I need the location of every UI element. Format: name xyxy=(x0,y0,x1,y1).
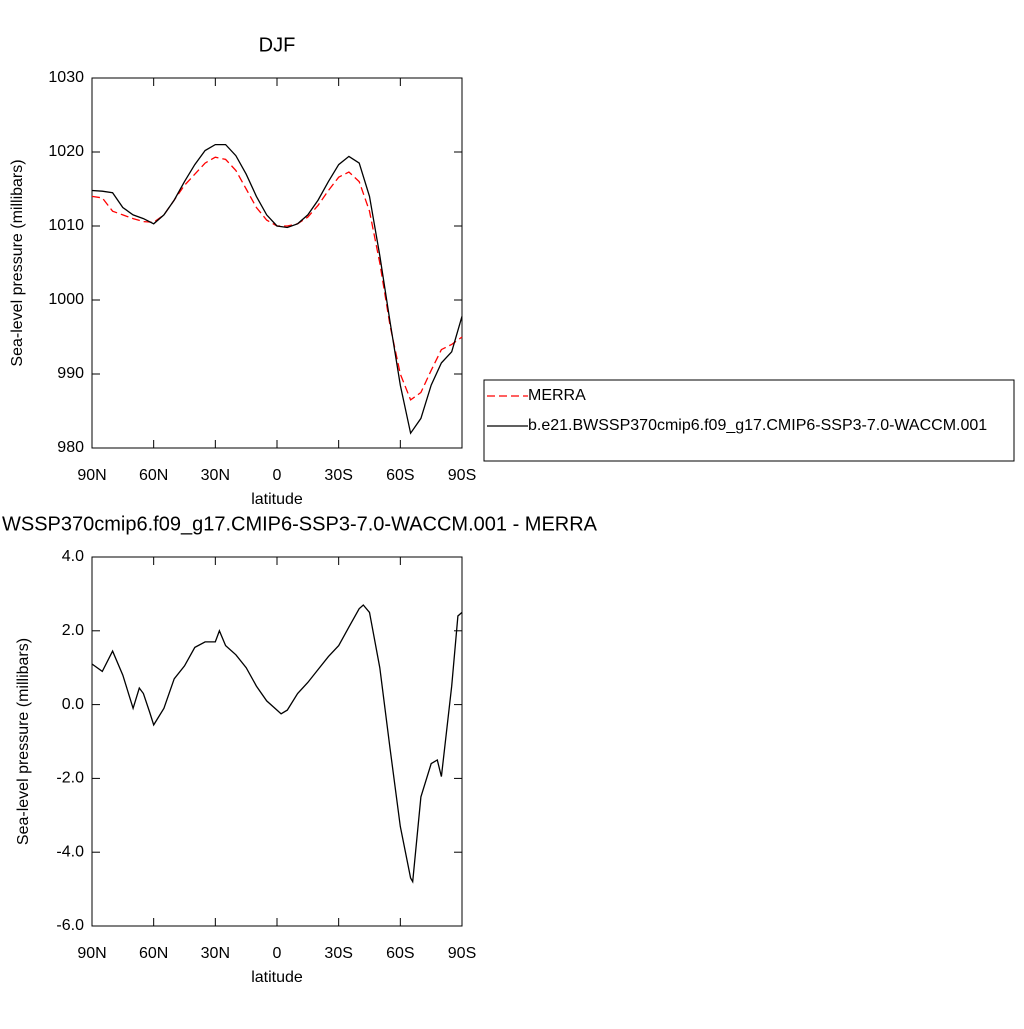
x-tick-label: 0 xyxy=(273,945,282,962)
x-axis-label: latitude xyxy=(251,969,303,986)
y-axis-label: Sea-level pressure (millibars) xyxy=(9,159,26,366)
chart-title: DJF xyxy=(259,34,296,56)
legend-label: MERRA xyxy=(528,387,586,404)
data-line xyxy=(91,604,463,884)
x-tick-label: 90N xyxy=(77,467,106,484)
y-tick-label: 1000 xyxy=(48,291,84,308)
y-tick-label: 980 xyxy=(57,439,84,456)
plot-frame xyxy=(91,556,463,927)
x-tick-label: 30S xyxy=(324,467,352,484)
x-tick-label: 90S xyxy=(448,467,476,484)
x-tick-label: 30N xyxy=(201,945,230,962)
y-tick-label: 4.0 xyxy=(62,548,84,565)
data-line xyxy=(91,156,463,401)
x-tick-label: 0 xyxy=(273,467,282,484)
y-tick-label: 2.0 xyxy=(62,622,84,639)
plot-frame xyxy=(91,77,463,449)
y-tick-label: -6.0 xyxy=(56,917,84,934)
legend-label: b.e21.BWSSP370cmip6.f09_g17.CMIP6-SSP3-7… xyxy=(528,417,987,434)
x-axis-label: latitude xyxy=(251,491,303,508)
x-tick-label: 90S xyxy=(448,945,476,962)
x-tick-label: 60N xyxy=(139,467,168,484)
chart-title: WSSP370cmip6.f09_g17.CMIP6-SSP3-7.0-WACC… xyxy=(2,513,598,535)
data-line xyxy=(91,143,463,435)
x-tick-label: 60N xyxy=(139,945,168,962)
y-tick-label: 990 xyxy=(57,365,84,382)
y-tick-label: 0.0 xyxy=(62,696,84,713)
legend-box xyxy=(483,379,1015,462)
x-tick-label: 90N xyxy=(77,945,106,962)
y-axis-label: Sea-level pressure (millibars) xyxy=(15,638,32,845)
y-tick-label: 1010 xyxy=(48,217,84,234)
y-tick-label: 1020 xyxy=(48,143,84,160)
y-tick-label: -4.0 xyxy=(56,843,84,860)
x-tick-label: 30N xyxy=(201,467,230,484)
x-tick-label: 60S xyxy=(386,945,414,962)
x-tick-label: 60S xyxy=(386,467,414,484)
x-tick-label: 30S xyxy=(324,945,352,962)
y-tick-label: -2.0 xyxy=(56,770,84,787)
y-tick-label: 1030 xyxy=(48,69,84,86)
